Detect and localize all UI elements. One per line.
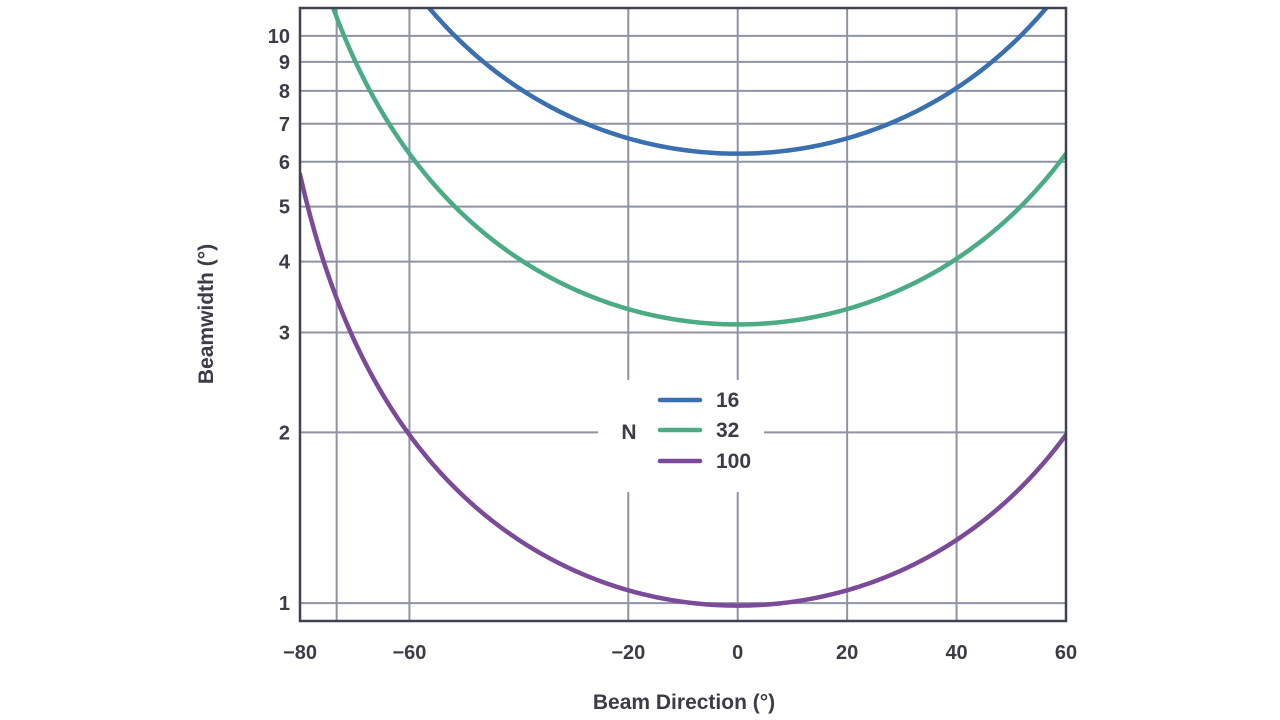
y-tick-label: 8: [279, 81, 290, 103]
y-tick-label: 5: [279, 197, 290, 219]
y-tick-label: 6: [279, 152, 290, 174]
y-tick-label: 2: [279, 422, 290, 444]
legend: N 16 32 100: [598, 380, 764, 492]
legend-label-n16: 16: [716, 389, 739, 412]
curve-layer: [300, 8, 1066, 608]
x-tick-label: −20: [611, 642, 645, 664]
x-tick-label: −60: [392, 642, 426, 664]
y-tick-label: 9: [279, 52, 290, 74]
grid-layer: [299, 8, 1067, 621]
x-tick-label: 60: [1055, 642, 1077, 664]
y-tick-label: 7: [279, 114, 290, 136]
y-tick-label: 3: [279, 322, 290, 344]
legend-label-n32: 32: [716, 419, 739, 442]
series-line-n100: [300, 172, 1066, 608]
x-tick-label: 0: [732, 642, 743, 664]
series-line-n32: [330, 8, 1066, 327]
legend-entries: 16 32 100: [657, 389, 751, 473]
y-axis-label: Beamwidth (°): [195, 244, 218, 384]
y-tick-label: 10: [268, 26, 290, 48]
plot-frame: [298, 6, 1068, 623]
y-tick-label: 4: [279, 252, 291, 274]
x-tick-label: 40: [945, 642, 967, 664]
legend-title: N: [621, 421, 636, 444]
tick-layer: −80 −60 −20 0 20 40 60 1 2 3 4 5 6 7 8 9 10: [268, 26, 1077, 664]
series-line-n16: [426, 8, 1050, 156]
x-tick-label: −80: [283, 642, 317, 664]
x-tick-label: 20: [836, 642, 858, 664]
legend-label-n100: 100: [716, 450, 751, 473]
x-axis-label: Beam Direction (°): [593, 691, 775, 714]
y-tick-label: 1: [279, 593, 290, 615]
